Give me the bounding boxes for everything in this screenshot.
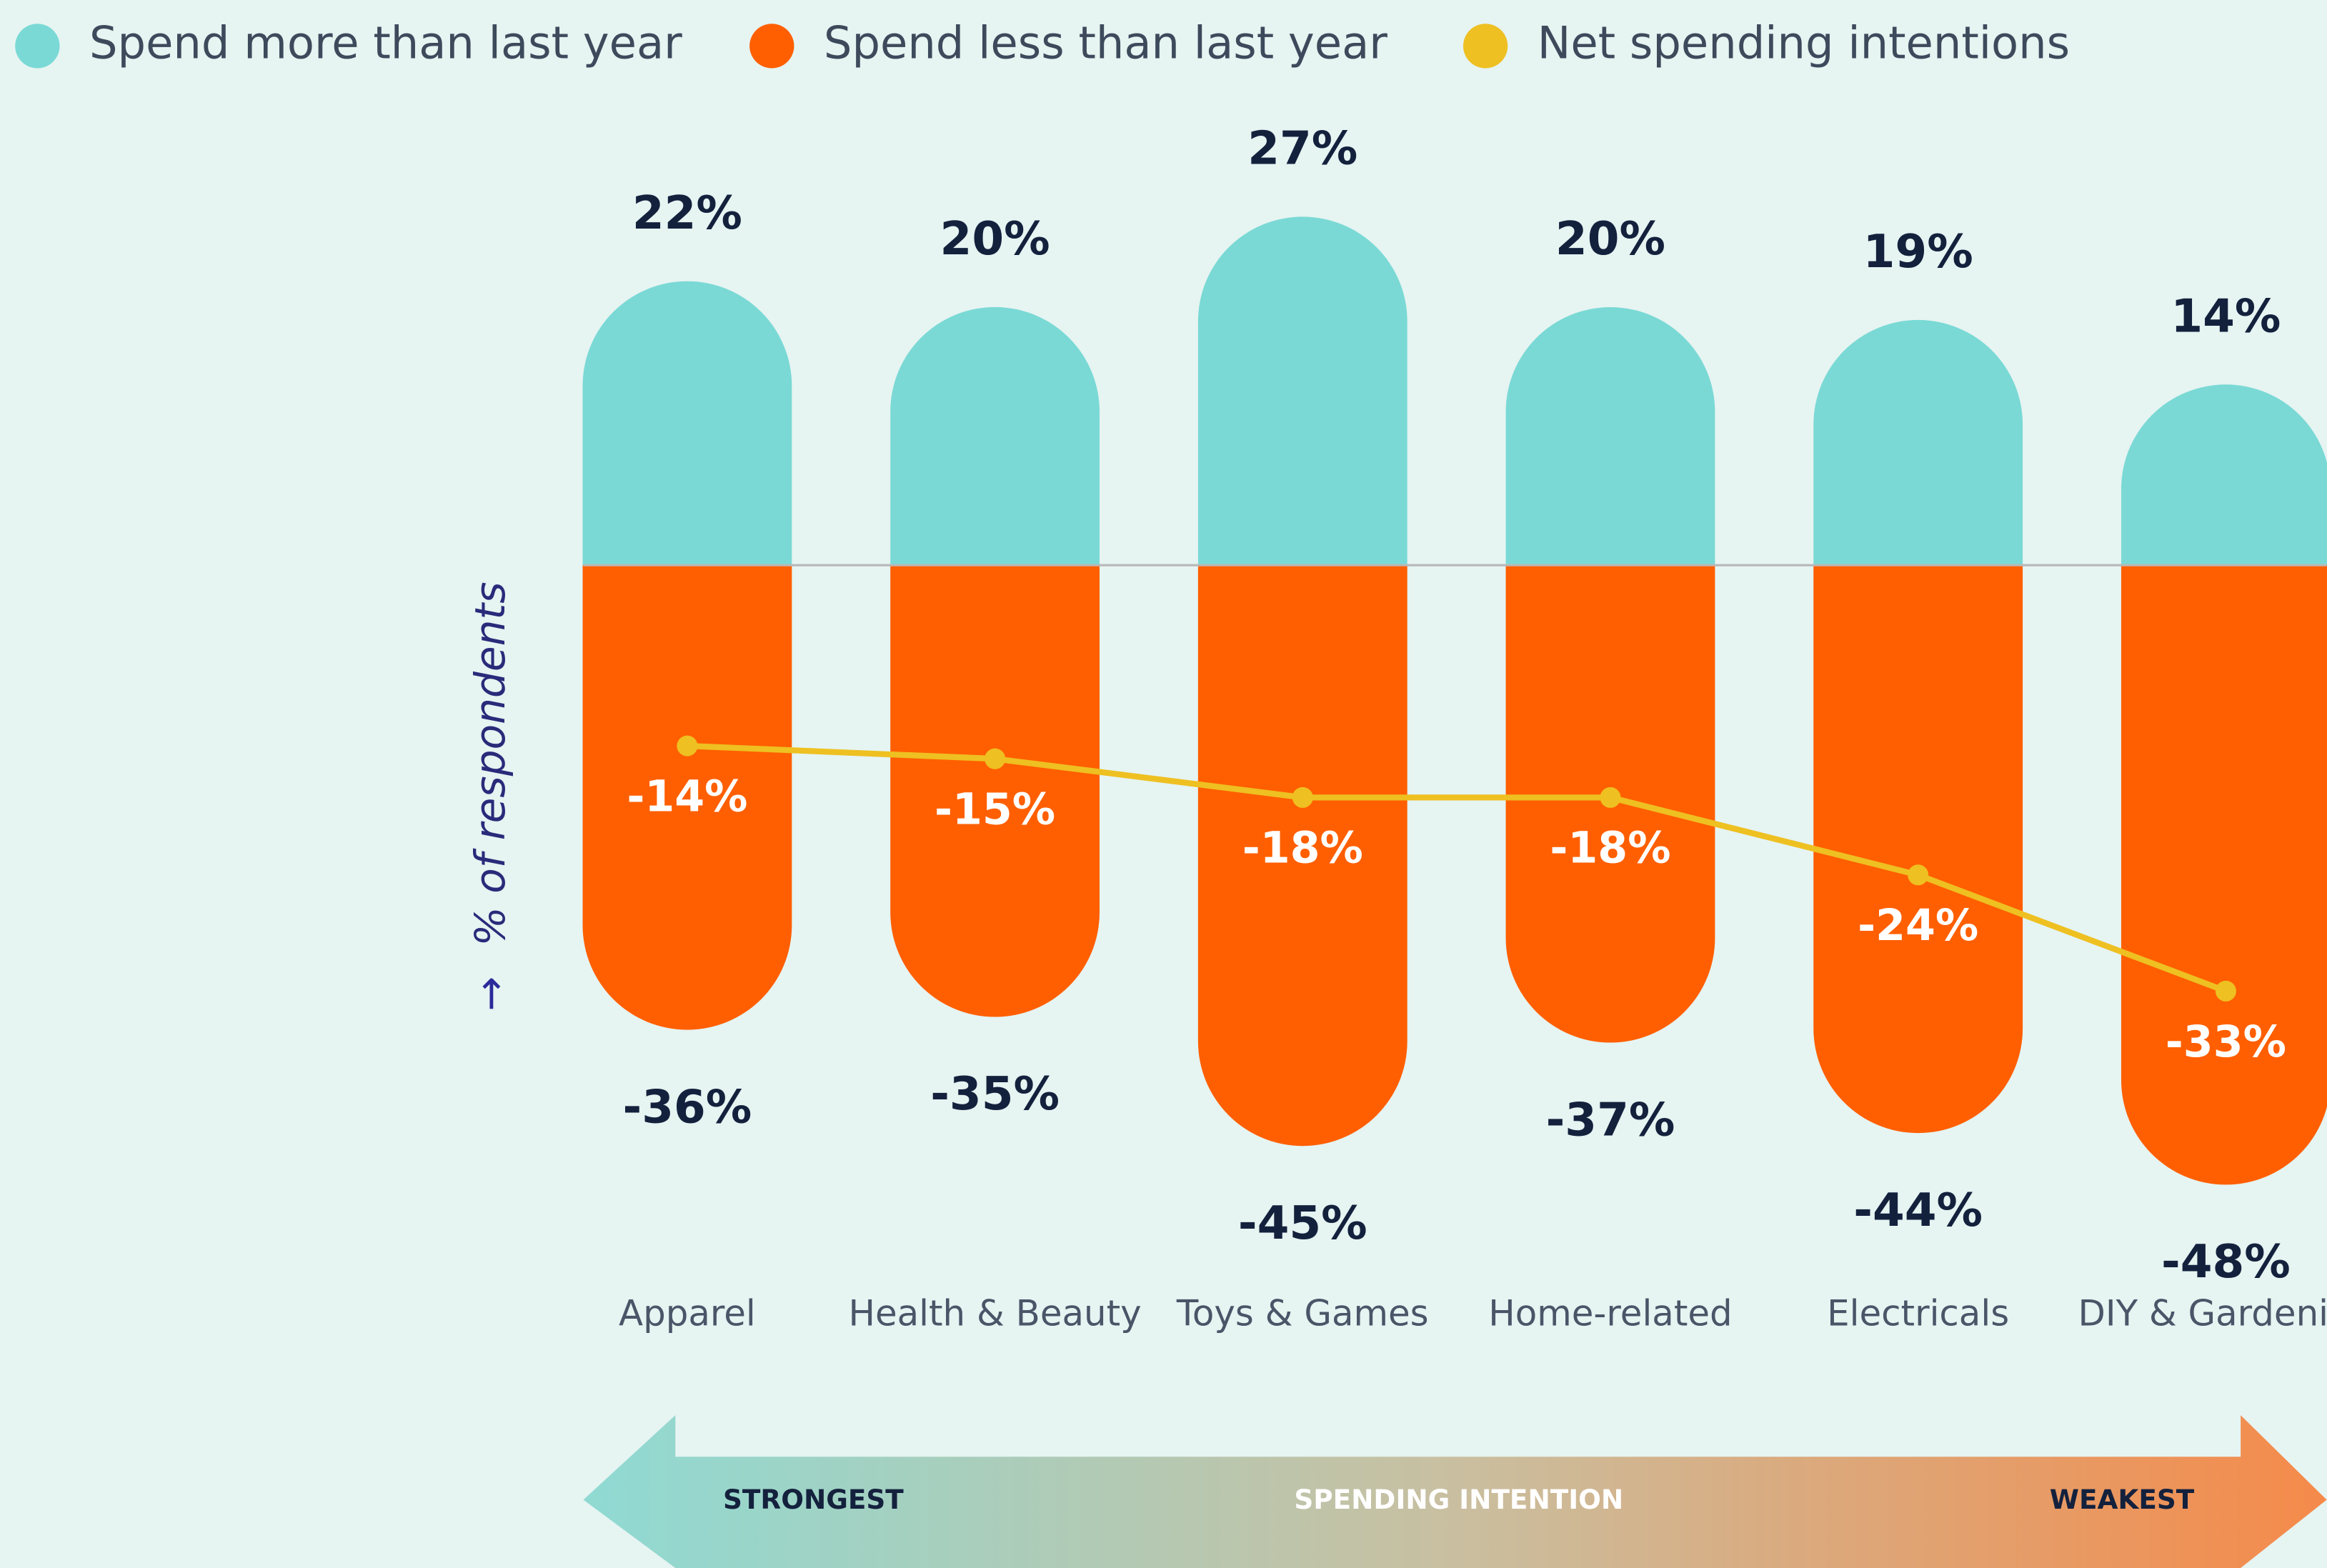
annotation: WEAKEST (2050, 1484, 2195, 1515)
data-label: -48% (2161, 1235, 2291, 1289)
net-line (687, 742, 2227, 994)
y-axis-label: % of respondents (466, 581, 514, 946)
bar-less (890, 565, 1100, 1017)
bar-more (1813, 319, 2023, 566)
net-label: -14% (627, 771, 747, 822)
x-tick-label: Electricals (1827, 1292, 2009, 1334)
data-label: 22% (632, 186, 742, 240)
data-label: -36% (623, 1080, 752, 1134)
net-label: -24% (1858, 901, 1978, 951)
intention-arrow (583, 1415, 2327, 1568)
data-label: 27% (1247, 122, 1357, 176)
data-label: -37% (1546, 1093, 1675, 1147)
data-label: 14% (2171, 289, 2281, 343)
net-label: -15% (935, 785, 1055, 835)
x-tick-label: DIY & Gardening (2078, 1292, 2327, 1334)
annotation: SPENDING INTENTION (1294, 1484, 1623, 1515)
data-label: 20% (940, 212, 1050, 266)
bar-more (2121, 384, 2327, 566)
net-point (1292, 787, 1313, 808)
legend-label: Spend more than last year (89, 16, 682, 69)
annotation: STRONGEST (723, 1484, 904, 1515)
net-point (1600, 787, 1621, 808)
data-label: 20% (1555, 212, 1665, 266)
bar-less (582, 565, 792, 1030)
data-label: -35% (930, 1067, 1060, 1121)
net-label: -18% (1550, 824, 1670, 874)
net-point (1908, 864, 1929, 886)
legend-label: Net spending intentions (1538, 16, 2070, 69)
legend-swatch (1463, 24, 1508, 69)
legend-swatch (749, 24, 794, 69)
data-label: 19% (1863, 225, 1973, 279)
bar-less (2121, 565, 2327, 1185)
legend-label: Spend less than last year (824, 16, 1387, 69)
data-label: -44% (1853, 1184, 1983, 1237)
x-tick-label: Health & Beauty (849, 1292, 1142, 1334)
net-label: -18% (1242, 824, 1363, 874)
x-tick-label: Toys & Games (1176, 1292, 1429, 1334)
net-label: -33% (2166, 1017, 2286, 1067)
net-point (2215, 980, 2236, 1002)
bar-more (1197, 216, 1407, 566)
data-label: -45% (1238, 1197, 1367, 1250)
bar-more (890, 306, 1100, 566)
bar-more (1505, 307, 1715, 566)
x-tick-label: Apparel (619, 1292, 756, 1334)
bar-less (1197, 565, 1407, 1147)
net-point (985, 748, 1006, 769)
bar-more (582, 281, 792, 566)
x-tick-label: Home-related (1488, 1292, 1732, 1334)
bar-less (1813, 565, 2023, 1134)
net-point (677, 735, 698, 756)
y-axis-arrow: → (466, 977, 514, 1012)
legend-swatch (15, 24, 60, 69)
